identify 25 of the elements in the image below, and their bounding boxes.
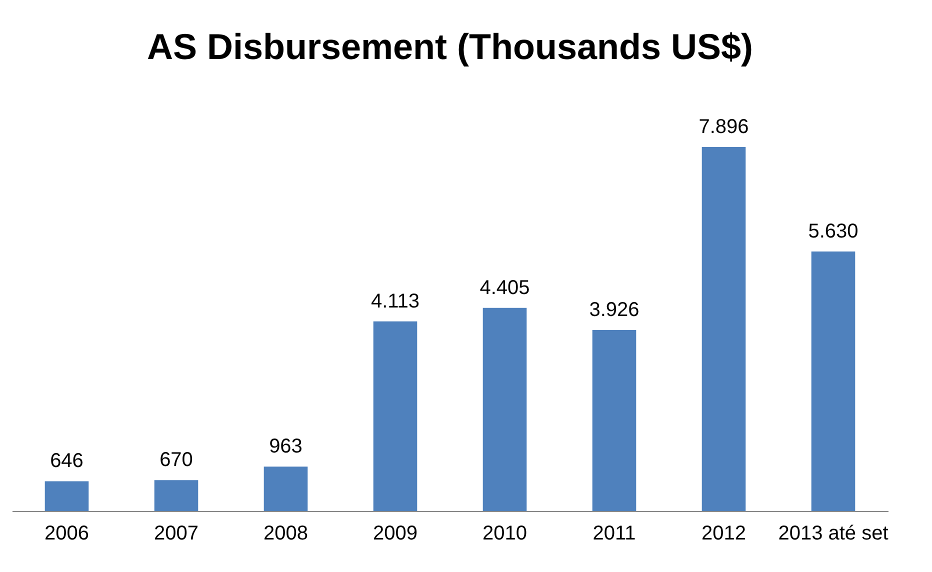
x-tick-label: 2010: [482, 522, 527, 544]
bar: [373, 321, 418, 511]
bar: [702, 147, 746, 511]
x-tick-label: 2013 até set: [778, 522, 889, 544]
data-label: 4.113: [370, 290, 420, 312]
data-label: 4.405: [480, 276, 530, 299]
bar: [154, 480, 198, 511]
data-label: 963: [269, 436, 302, 458]
x-tick-label: 2008: [264, 522, 308, 544]
x-tick-label: 2011: [592, 522, 636, 544]
data-label: 5.630: [808, 220, 858, 242]
bar: [592, 330, 636, 511]
data-label: 670: [160, 449, 193, 472]
x-tick-label: 2006: [44, 522, 89, 544]
x-tick-label: 2012: [702, 522, 746, 544]
bar: [811, 251, 856, 511]
bar: [44, 481, 89, 511]
data-label: 3.926: [589, 299, 640, 322]
chart-title: AS Disbursement (Thousands US$): [146, 26, 754, 67]
x-tick-label: 2007: [154, 522, 198, 544]
x-tick-label: 2009: [373, 522, 418, 544]
bar: [264, 466, 308, 511]
data-label: 7.896: [698, 116, 749, 138]
bar: [482, 308, 527, 511]
data-label: 646: [50, 450, 84, 472]
